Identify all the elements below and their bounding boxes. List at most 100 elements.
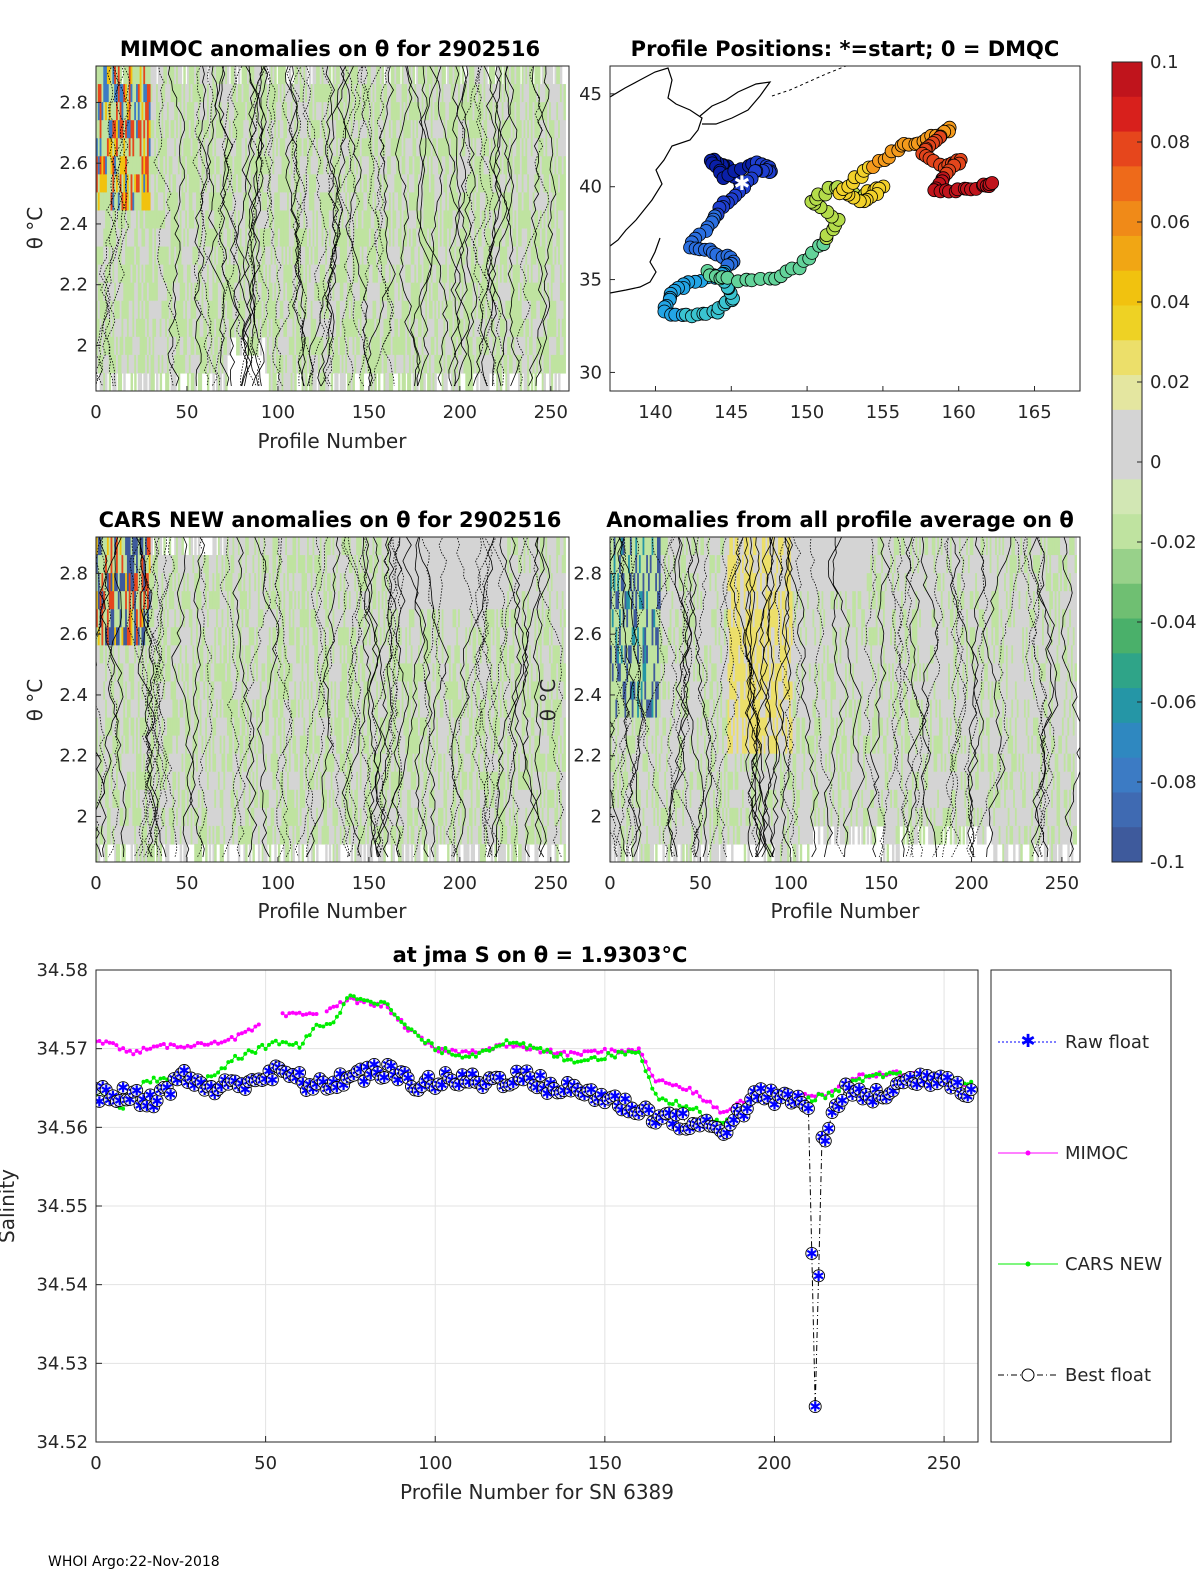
heatmap-cell xyxy=(377,138,381,157)
heatmap-cell xyxy=(401,210,405,230)
heatmap-cell xyxy=(192,120,195,139)
heatmap-cell xyxy=(439,336,443,356)
heatmap-cell xyxy=(143,138,146,157)
heatmap-cell xyxy=(543,354,546,374)
heatmap-cell xyxy=(538,264,541,284)
position-marker xyxy=(985,176,999,190)
heatmap-cell xyxy=(99,264,103,284)
heatmap-cell xyxy=(523,372,526,391)
heatmap-cell xyxy=(370,318,374,338)
heatmap-cell xyxy=(430,300,434,320)
heatmap-cell xyxy=(363,318,366,338)
heatmap-cell xyxy=(512,300,516,320)
heatmap-cell xyxy=(428,354,432,374)
heatmap-cell xyxy=(303,228,306,248)
heatmap-cell xyxy=(538,192,541,212)
heatmap-cell xyxy=(168,210,172,230)
heatmap-cell xyxy=(201,156,204,175)
heatmap-cell xyxy=(174,354,177,374)
heatmap-cell xyxy=(225,174,228,193)
heatmap-cell xyxy=(101,66,104,85)
heatmap-cell xyxy=(108,192,112,212)
heatmap-cell xyxy=(205,102,208,121)
heatmap-cell xyxy=(214,138,217,157)
heatmap-cell xyxy=(327,228,330,248)
heatmap-cell xyxy=(297,246,301,266)
heatmap-cell xyxy=(287,210,290,230)
heatmap-cell xyxy=(319,102,323,121)
heatmap-cell xyxy=(370,138,374,157)
heatmap-cell xyxy=(476,174,479,193)
heatmap-cell xyxy=(299,66,303,85)
heatmap-cell xyxy=(157,156,161,175)
heatmap-cell xyxy=(277,102,281,121)
heatmap-cell xyxy=(508,300,512,320)
heatmap-cell xyxy=(243,120,246,139)
heatmap-cell xyxy=(474,192,477,212)
heatmap-cell xyxy=(154,336,157,356)
heatmap-cell xyxy=(441,84,445,103)
heatmap-cell xyxy=(552,300,556,320)
heatmap-cell xyxy=(416,264,419,284)
heatmap-cell xyxy=(434,246,437,266)
heatmap-cell xyxy=(372,102,375,121)
heatmap-cell xyxy=(190,372,194,391)
heatmap-cell xyxy=(377,282,381,302)
heatmap-cell xyxy=(214,174,217,193)
heatmap-cell xyxy=(234,138,237,157)
heatmap-cell xyxy=(397,282,401,302)
heatmap-cell xyxy=(539,120,543,139)
heatmap-cell xyxy=(132,174,135,193)
heatmap-cell xyxy=(146,84,150,103)
heatmap-cell xyxy=(432,228,435,248)
heatmap-cell xyxy=(492,156,496,175)
heatmap-cell xyxy=(445,174,448,193)
heatmap-cell xyxy=(352,174,355,193)
heatmap-cell xyxy=(405,282,408,302)
heatmap-cell xyxy=(265,66,268,85)
heatmap-cell xyxy=(123,138,126,157)
heatmap-cell xyxy=(172,300,175,320)
heatmap-cell xyxy=(165,156,168,175)
heatmap-cell xyxy=(152,372,155,391)
heatmap-cell xyxy=(205,264,208,284)
heatmap-cell xyxy=(461,66,465,85)
heatmap-cell xyxy=(474,138,477,157)
heatmap-cell xyxy=(327,336,330,356)
heatmap-cell xyxy=(434,336,437,356)
heatmap-cell xyxy=(556,138,559,157)
heatmap-cell xyxy=(416,120,419,139)
heatmap-cell xyxy=(488,264,492,284)
heatmap-cell xyxy=(316,84,319,103)
heatmap-cell xyxy=(174,174,177,193)
heatmap-cell xyxy=(367,282,370,302)
heatmap-cell xyxy=(558,66,561,85)
heatmap-cell xyxy=(259,282,263,302)
heatmap-cell xyxy=(441,354,445,374)
heatmap-cell xyxy=(421,66,425,85)
heatmap-cell xyxy=(363,174,366,193)
heatmap-cell xyxy=(479,102,483,121)
heatmap-cell xyxy=(521,120,525,139)
heatmap-cell xyxy=(367,318,370,338)
heatmap-cell xyxy=(372,336,375,356)
heatmap-cell xyxy=(323,372,326,391)
heatmap-cell xyxy=(370,354,374,374)
heatmap-cell xyxy=(427,156,430,175)
heatmap-cell xyxy=(305,246,308,266)
heatmap-cell xyxy=(394,174,397,193)
heatmap-cell xyxy=(256,192,259,212)
heatmap-cell xyxy=(112,681,115,701)
heatmap-cell xyxy=(243,84,246,103)
heatmap-cell xyxy=(538,354,541,374)
heatmap-cell xyxy=(419,318,423,338)
heatmap-cell xyxy=(412,246,415,266)
heatmap-cell xyxy=(101,264,104,284)
heatmap-cell xyxy=(345,336,348,356)
heatmap-cell xyxy=(383,228,386,248)
heatmap-cell xyxy=(168,246,172,266)
heatmap-cell xyxy=(401,354,405,374)
heatmap-cell xyxy=(468,156,472,175)
heatmap-cell xyxy=(148,102,152,121)
heatmap-cell xyxy=(110,573,113,592)
